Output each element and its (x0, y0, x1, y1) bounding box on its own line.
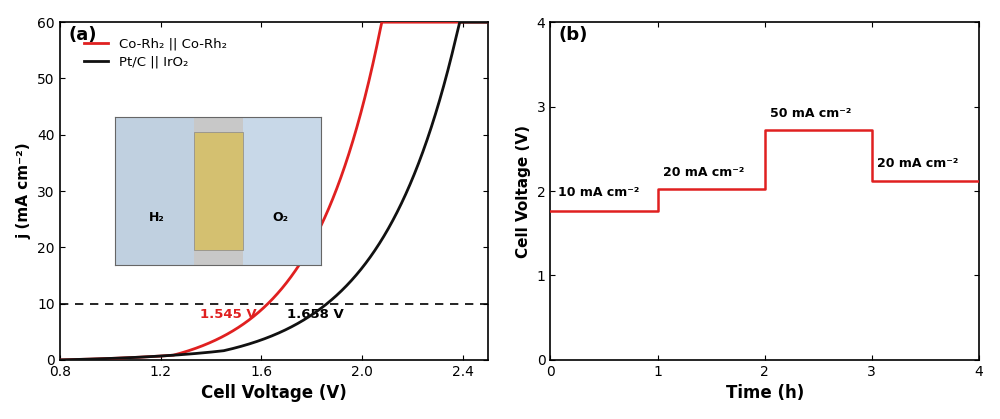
Text: 1.658 V: 1.658 V (287, 308, 343, 321)
X-axis label: Cell Voltage (V): Cell Voltage (V) (201, 384, 347, 402)
Text: 1.545 V: 1.545 V (200, 308, 257, 321)
Text: (b): (b) (559, 26, 588, 44)
Text: 20 mA cm⁻²: 20 mA cm⁻² (663, 166, 744, 179)
Legend: Co-Rh₂ || Co-Rh₂, Pt/C || IrO₂: Co-Rh₂ || Co-Rh₂, Pt/C || IrO₂ (79, 32, 232, 74)
Text: 50 mA cm⁻²: 50 mA cm⁻² (770, 107, 851, 120)
X-axis label: Time (h): Time (h) (726, 384, 804, 402)
Text: (a): (a) (68, 26, 97, 44)
Y-axis label: j (mA cm⁻²): j (mA cm⁻²) (17, 143, 32, 239)
Y-axis label: Cell Voltage (V): Cell Voltage (V) (516, 124, 531, 258)
Text: 20 mA cm⁻²: 20 mA cm⁻² (877, 158, 959, 171)
Text: 10 mA cm⁻²: 10 mA cm⁻² (558, 186, 639, 199)
